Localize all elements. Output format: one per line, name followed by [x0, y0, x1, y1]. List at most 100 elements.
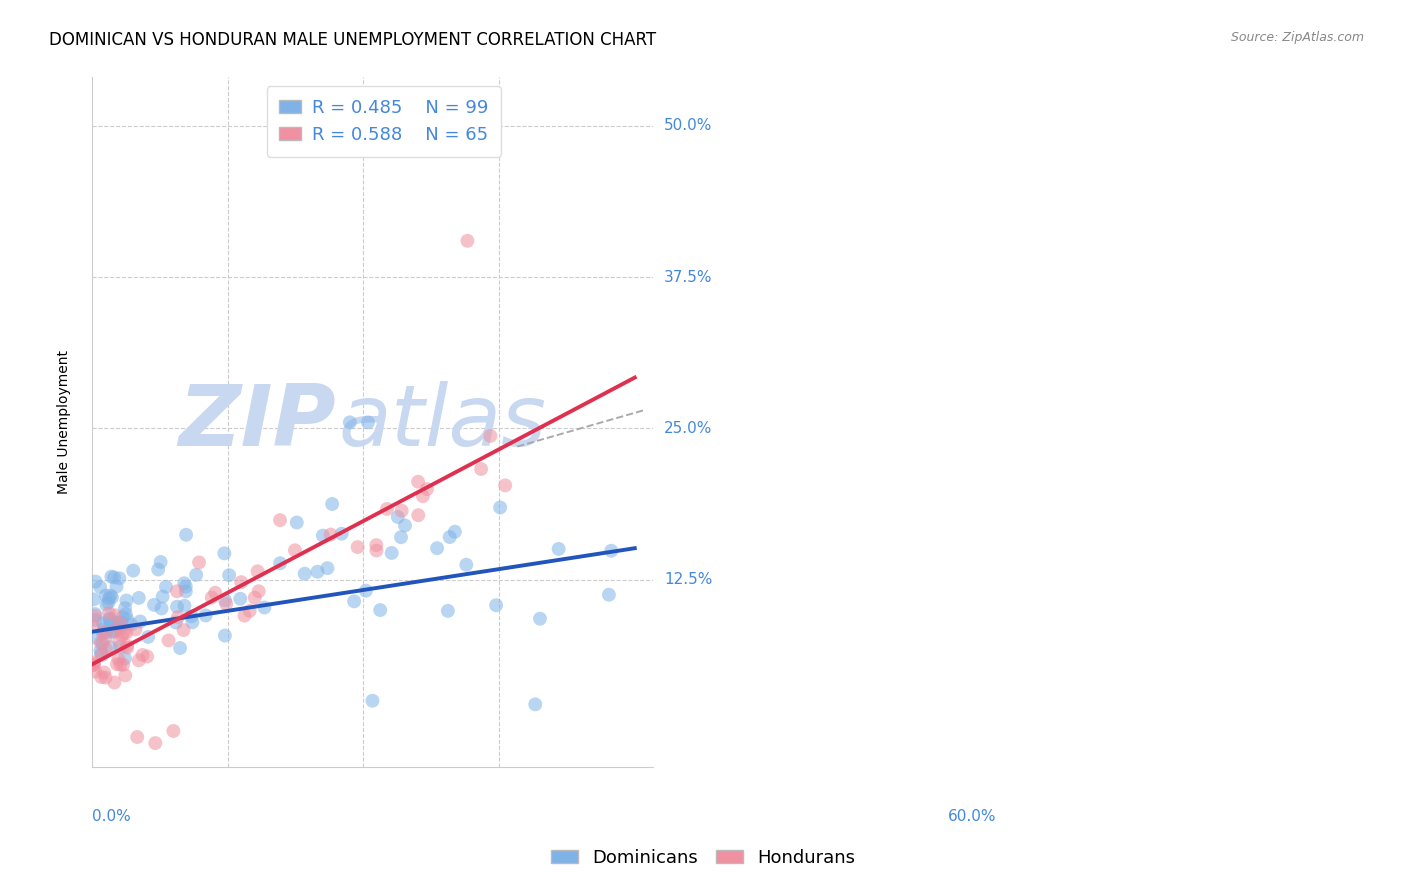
Point [105, 657, 128, 672]
Point [115, 639, 138, 653]
Point [136, 630, 159, 644]
Point [174, 580, 197, 594]
Point [366, 543, 388, 558]
Point [94, 632, 117, 646]
Point [406, 475, 429, 489]
Point [97, 596, 120, 610]
Point [157, 633, 180, 648]
Point [90, 647, 112, 661]
Point [84, 607, 107, 621]
Point [128, 591, 150, 605]
Point [357, 415, 380, 429]
Point [101, 624, 124, 638]
Text: 50.0%: 50.0% [664, 119, 713, 133]
Point [152, 590, 174, 604]
Point [105, 579, 128, 593]
Point [94, 589, 117, 603]
Point [166, 599, 188, 614]
Point [110, 622, 132, 636]
Point [439, 530, 461, 544]
Point [84, 574, 107, 589]
Point [110, 657, 132, 672]
Point [90, 670, 112, 684]
Point [319, 527, 342, 541]
Point [100, 569, 122, 583]
Point [114, 601, 136, 615]
Point [246, 564, 269, 578]
Point [150, 601, 173, 615]
Point [96, 598, 118, 612]
Point [218, 568, 240, 582]
Point [111, 628, 134, 642]
Point [186, 567, 208, 582]
Point [316, 561, 339, 575]
Point [321, 497, 343, 511]
Point [100, 589, 122, 603]
Point [129, 615, 152, 629]
Point [90, 636, 112, 650]
Point [368, 603, 391, 617]
Point [285, 516, 308, 530]
Point [86, 632, 108, 646]
Point [174, 528, 197, 542]
Point [89, 643, 111, 657]
Point [194, 608, 217, 623]
Point [394, 518, 416, 533]
Point [426, 541, 449, 556]
Point [524, 698, 547, 712]
Point [456, 558, 478, 572]
Point [416, 482, 439, 496]
Text: DOMINICAN VS HONDURAN MALE UNEMPLOYMENT CORRELATION CHART: DOMINICAN VS HONDURAN MALE UNEMPLOYMENT … [49, 31, 657, 49]
Point [111, 610, 134, 624]
Point [104, 608, 127, 623]
Point [529, 612, 551, 626]
Point [131, 648, 153, 662]
Point [115, 625, 138, 640]
Y-axis label: Male Unemployment: Male Unemployment [58, 351, 72, 494]
Point [155, 580, 177, 594]
Point [91, 648, 114, 662]
Point [98, 640, 121, 655]
Text: 0.0%: 0.0% [91, 809, 131, 823]
Point [231, 575, 253, 590]
Point [143, 736, 166, 750]
Point [180, 609, 202, 624]
Point [233, 608, 256, 623]
Point [494, 478, 516, 492]
Point [361, 694, 384, 708]
Point [114, 651, 136, 665]
Point [375, 502, 398, 516]
Point [84, 613, 107, 627]
Point [122, 564, 145, 578]
Point [100, 616, 122, 631]
Point [83, 592, 105, 607]
Point [312, 528, 335, 542]
Point [343, 594, 366, 608]
Point [115, 640, 138, 655]
Point [93, 622, 115, 636]
Point [149, 555, 172, 569]
Point [162, 723, 184, 738]
Point [269, 513, 291, 527]
Point [82, 658, 104, 673]
Point [284, 543, 307, 558]
Point [600, 543, 623, 558]
Point [174, 584, 197, 599]
Point [98, 611, 121, 625]
Point [91, 636, 114, 650]
Point [108, 640, 131, 654]
Point [173, 599, 195, 613]
Point [110, 616, 132, 631]
Point [201, 591, 224, 605]
Point [391, 504, 413, 518]
Point [346, 540, 368, 554]
Point [443, 524, 465, 539]
Point [456, 234, 478, 248]
Point [83, 656, 105, 670]
Point [101, 591, 124, 605]
Text: ZIP: ZIP [179, 381, 336, 464]
Point [107, 620, 129, 634]
Point [84, 608, 107, 623]
Point [269, 556, 291, 570]
Point [181, 615, 204, 630]
